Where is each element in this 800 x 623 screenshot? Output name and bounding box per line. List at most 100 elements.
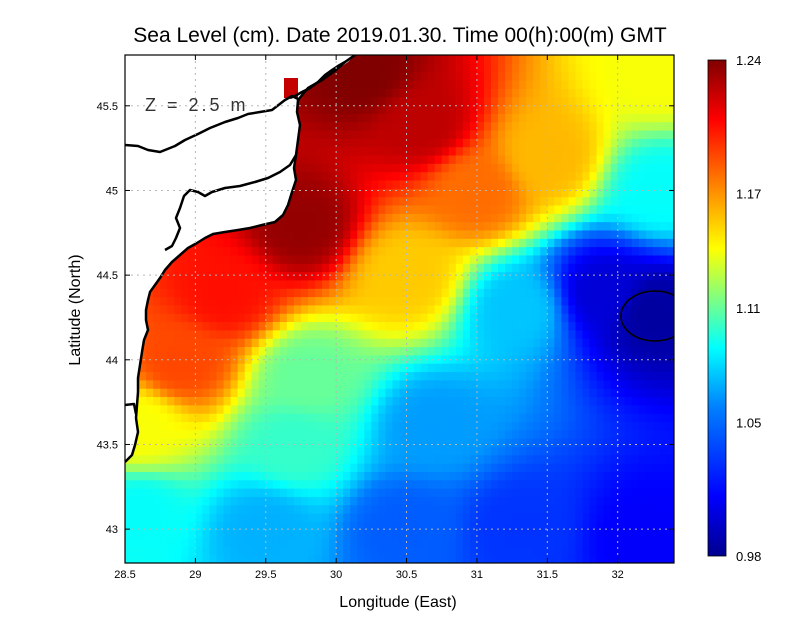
field-cell	[666, 554, 674, 563]
field-cell	[462, 471, 471, 481]
field-cell	[659, 96, 668, 106]
field-cell	[448, 396, 457, 406]
field-cell	[209, 263, 218, 273]
field-cell	[357, 171, 365, 181]
field-cell	[491, 296, 499, 306]
field-cell	[427, 229, 436, 239]
field-cell	[364, 538, 372, 547]
field-cell	[448, 296, 457, 306]
field-cell	[603, 229, 612, 239]
field-cell	[505, 488, 513, 497]
field-cell	[666, 446, 674, 456]
field-cell	[293, 504, 302, 514]
field-cell	[392, 196, 401, 206]
field-cell	[596, 79, 605, 89]
field-cell	[293, 396, 302, 406]
field-cell	[596, 238, 605, 248]
field-cell	[406, 263, 415, 273]
field-cell	[336, 121, 344, 131]
field-cell	[174, 371, 182, 381]
field-cell	[413, 396, 422, 406]
field-cell	[322, 354, 330, 364]
field-cell	[617, 63, 626, 73]
field-cell	[244, 363, 253, 373]
field-cell	[251, 338, 260, 348]
field-cell	[230, 429, 239, 439]
field-cell	[434, 521, 443, 531]
field-cell	[420, 438, 429, 448]
field-cell	[385, 396, 394, 406]
field-cell	[315, 221, 323, 231]
field-cell	[645, 546, 654, 556]
field-cell	[561, 129, 570, 139]
field-cell	[589, 221, 598, 231]
field-cell	[554, 113, 562, 123]
field-cell	[378, 554, 387, 563]
field-cell	[519, 546, 527, 556]
field-cell	[617, 479, 626, 489]
field-cell	[624, 346, 633, 356]
field-cell	[160, 496, 168, 506]
field-cell	[308, 279, 316, 289]
field-cell	[300, 238, 309, 248]
field-cell	[230, 471, 239, 481]
field-cell	[343, 271, 351, 281]
field-cell	[589, 271, 598, 281]
field-cell	[308, 363, 316, 373]
field-cell	[223, 288, 232, 298]
field-cell	[610, 496, 619, 506]
field-cell	[666, 229, 674, 239]
field-cell	[343, 204, 351, 214]
field-cell	[476, 404, 485, 414]
field-cell	[371, 129, 379, 139]
field-cell	[589, 204, 598, 214]
field-cell	[378, 354, 387, 364]
field-cell	[462, 513, 471, 522]
field-cell	[561, 96, 570, 106]
field-cell	[258, 404, 267, 414]
field-cell	[448, 71, 457, 81]
field-cell	[406, 288, 415, 298]
field-cell	[645, 154, 654, 164]
field-cell	[448, 446, 457, 456]
field-cell	[533, 129, 541, 139]
field-cell	[286, 254, 295, 264]
field-cell	[469, 263, 478, 273]
field-cell	[491, 321, 499, 331]
field-cell	[659, 471, 668, 481]
field-cell	[315, 471, 323, 481]
field-cell	[343, 404, 351, 414]
field-cell	[483, 288, 492, 298]
field-cell	[455, 496, 464, 506]
field-cell	[315, 446, 323, 456]
field-cell	[547, 463, 555, 472]
field-cell	[491, 238, 499, 248]
field-cell	[174, 413, 182, 423]
field-cell	[476, 421, 485, 431]
field-cell	[188, 354, 196, 364]
field-cell	[498, 146, 506, 156]
field-cell	[498, 55, 506, 64]
field-cell	[181, 471, 189, 481]
field-cell	[659, 279, 668, 289]
field-cell	[596, 296, 605, 306]
field-cell	[469, 238, 478, 248]
field-cell	[378, 379, 387, 389]
field-cell	[427, 279, 436, 289]
field-cell	[631, 104, 640, 114]
field-cell	[659, 379, 668, 389]
field-cell	[258, 496, 267, 506]
field-cell	[378, 454, 387, 464]
field-cell	[469, 188, 478, 198]
field-cell	[132, 463, 140, 472]
field-cell	[167, 421, 175, 431]
field-cell	[624, 263, 633, 273]
field-cell	[448, 354, 457, 364]
field-cell	[371, 88, 379, 98]
field-cell	[350, 463, 358, 472]
field-cell	[272, 354, 281, 364]
field-cell	[427, 138, 436, 148]
field-cell	[308, 229, 316, 239]
field-cell	[617, 263, 626, 273]
field-cell	[209, 471, 218, 481]
